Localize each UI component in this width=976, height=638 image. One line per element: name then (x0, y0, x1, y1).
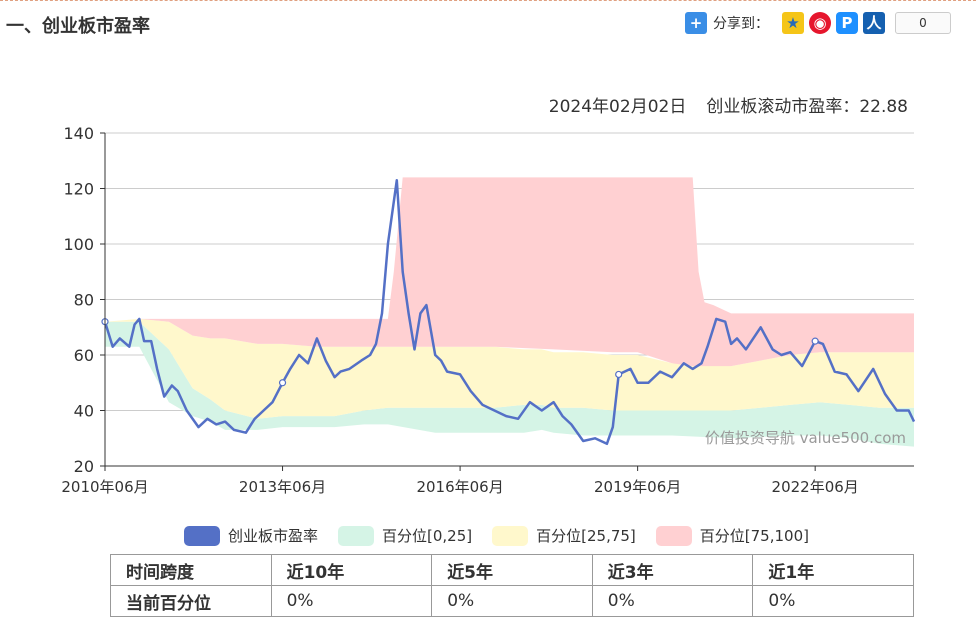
chart-legend: 创业板市盈率 百分位[0,25] 百分位[25,75] 百分位[75,100] (184, 525, 829, 546)
qzone-icon[interactable]: ★ (782, 12, 804, 34)
table-cell: 0% (270, 585, 433, 617)
pe-chart: 20 40 60 80 100 120 140 2010年06月 2013年06月 2016年06… (61, 124, 916, 496)
table-cell: 0% (752, 585, 914, 617)
percentile-table: 时间跨度 近10年 近5年 近3年 近1年 当前百分位 0% 0% 0% 0% (110, 554, 914, 617)
pe-data-point (615, 370, 623, 379)
legend-swatch-mid (492, 525, 529, 546)
x-tick-label: 2016年06月 (416, 478, 503, 496)
y-tick-label: 20 (74, 457, 94, 476)
y-tick-label: 60 (74, 346, 94, 365)
y-tick-label: 40 (74, 402, 94, 421)
table-row-label: 当前百分位 (110, 585, 272, 617)
plus-icon[interactable]: + (685, 12, 707, 34)
pe-data-point (278, 379, 287, 387)
legend-swatch-pe (184, 525, 220, 546)
legend-item-mid[interactable]: 百分位[25,75] (492, 525, 636, 546)
legend-label-mid: 百分位[25,75] (536, 527, 636, 545)
table-header-row: 时间跨度 近10年 近5年 近3年 近1年 (110, 554, 914, 586)
legend-item-pe[interactable]: 创业板市盈率 (184, 525, 318, 546)
legend-label-low: 百分位[0,25] (382, 527, 473, 545)
legend-swatch-high (655, 525, 692, 546)
table-header-cell: 近10年 (270, 554, 433, 586)
y-tick-label: 120 (63, 180, 94, 199)
pe-series-line (103, 178, 916, 446)
top-dashed-border (0, 0, 976, 1)
chart-current-value: 创业板滚动市盈率：22.88 (706, 97, 908, 117)
x-tick-label: 2013年06月 (239, 478, 326, 496)
legend-label-high: 百分位[75,100] (699, 527, 809, 545)
table-row: 当前百分位 0% 0% 0% 0% (110, 585, 914, 617)
x-tick-label: 2019年06月 (594, 478, 681, 496)
table-cell: 0% (591, 585, 754, 617)
table-header-cell: 近3年 (591, 554, 754, 586)
legend-item-high[interactable]: 百分位[75,100] (655, 525, 809, 546)
x-tick-label: 2022年06月 (772, 478, 859, 496)
watermark: 价值投资导航 value500.com (705, 429, 906, 447)
share-bar: + 分享到： ★ ◉ P 人 0 (685, 10, 951, 36)
section-title: 一、创业板市盈率 (6, 16, 150, 37)
table-cell: 0% (431, 585, 593, 617)
band-high-area (105, 177, 914, 367)
y-tick-label: 100 (63, 235, 94, 254)
band-low-area (105, 321, 914, 447)
table-header-cell: 近5年 (431, 554, 593, 586)
x-tick-label: 2010年06月 (61, 478, 148, 496)
chart-header: 2024年02月02日 创业板滚动市盈率：22.88 (520, 92, 908, 117)
pengyou-icon[interactable]: P (836, 12, 858, 34)
share-label: 分享到： (713, 16, 769, 32)
pe-data-point (811, 337, 819, 345)
table-header-cell: 时间跨度 (110, 554, 272, 586)
legend-item-low[interactable]: 百分位[0,25] (338, 525, 472, 546)
weibo-icon[interactable]: ◉ (809, 12, 831, 34)
y-tick-label: 140 (63, 124, 94, 143)
renren-icon[interactable]: 人 (863, 12, 885, 34)
chart-date: 2024年02月02日 (548, 97, 687, 117)
legend-swatch-low (338, 525, 375, 546)
share-count[interactable]: 0 (895, 12, 951, 34)
table-header-cell: 近1年 (752, 554, 914, 586)
legend-label-pe: 创业板市盈率 (228, 527, 319, 545)
y-tick-label: 80 (74, 291, 94, 310)
band-mid-area (105, 318, 914, 419)
